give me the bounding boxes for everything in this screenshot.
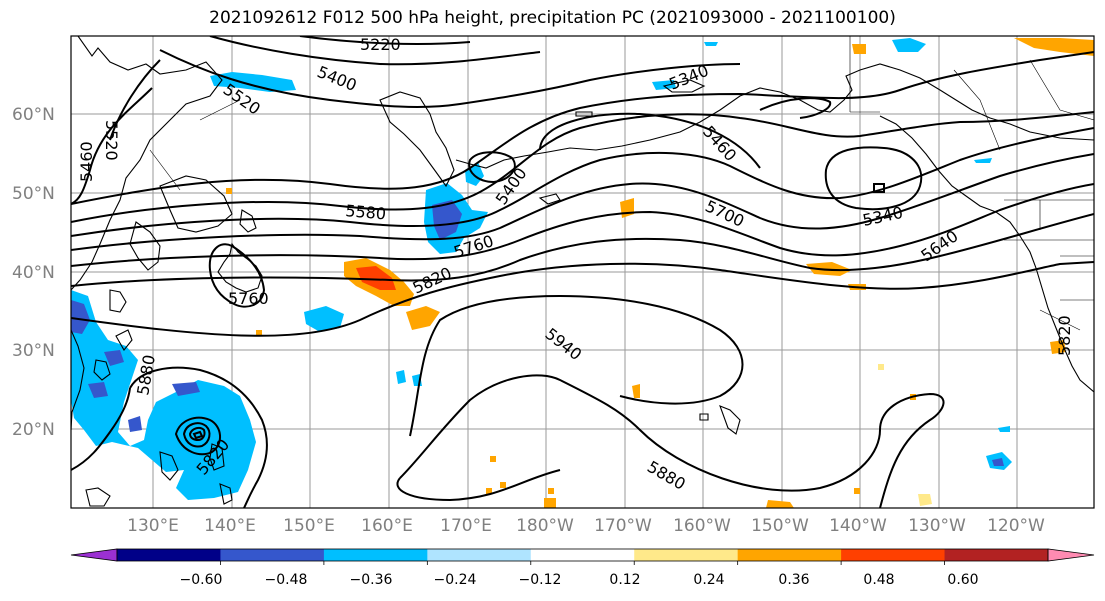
colorbar-segment <box>530 549 635 561</box>
lon-label: 150°E <box>283 516 335 536</box>
precip-region <box>104 350 124 366</box>
colorbar-segment <box>220 549 325 561</box>
coastlines <box>71 36 1094 507</box>
lon-label: 150°W <box>751 516 809 536</box>
colorbar-outline <box>116 548 1049 562</box>
lat-label: 60°N <box>12 105 55 125</box>
colorbar-segments <box>70 548 1095 562</box>
lon-label: 160°W <box>673 516 731 536</box>
precip-region <box>852 44 866 54</box>
precip-region <box>396 370 406 384</box>
lon-label: 130°E <box>127 516 179 536</box>
colorbar-tick-label: 0.36 <box>778 572 809 588</box>
precip-region <box>71 300 90 334</box>
precip-region <box>356 266 396 290</box>
lon-label: 160°E <box>361 516 413 536</box>
colorbar-tick-label: 0.24 <box>693 572 724 588</box>
precip-region <box>128 416 142 432</box>
lon-label: 140°W <box>829 516 887 536</box>
colorbar-segment <box>737 549 842 561</box>
precip-region <box>704 42 718 46</box>
lat-label: 50°N <box>12 184 55 204</box>
colorbar-extend-high <box>1047 548 1095 562</box>
precip-region <box>632 384 640 398</box>
precip-region <box>544 498 556 508</box>
lat-label: 30°N <box>12 341 55 361</box>
precip-negative-shading <box>71 38 1012 500</box>
contour-label: 5520 <box>102 120 121 161</box>
colorbar: −0.60 −0.48 −0.36 −0.24 −0.12 0.12 0.24 … <box>70 548 1095 588</box>
precip-region <box>432 200 462 240</box>
precip-region <box>256 330 262 336</box>
precip-region <box>226 188 232 194</box>
lon-label: 130°W <box>908 516 966 536</box>
colorbar-segment <box>323 549 428 561</box>
latitude-labels: 60°N 50°N 40°N 30°N 20°N <box>12 105 55 440</box>
precip-region <box>406 306 440 330</box>
lon-label: 170°E <box>440 516 492 536</box>
precip-region <box>854 488 860 494</box>
lon-label: 170°W <box>594 516 652 536</box>
precip-region <box>172 382 200 396</box>
colorbar-segment <box>841 549 946 561</box>
longitude-labels: 130°E 140°E 150°E 160°E 170°E 180°W 170°… <box>127 516 1045 536</box>
colorbar-extend-low <box>70 548 118 562</box>
precip-region <box>998 426 1010 432</box>
lat-label: 40°N <box>12 263 55 283</box>
lon-label: 180°W <box>516 516 574 536</box>
colorbar-segment <box>944 549 1049 561</box>
precip-region <box>500 482 506 488</box>
precip-region <box>548 488 554 494</box>
lon-label: 120°W <box>987 516 1045 536</box>
chart-title: 2021092612 F012 500 hPa height, precipit… <box>209 8 896 28</box>
precip-region <box>71 290 256 500</box>
contour-label: 5760 <box>228 289 269 308</box>
precip-region <box>766 500 794 508</box>
colorbar-segment <box>634 549 739 561</box>
precip-region <box>878 364 884 370</box>
colorbar-segment <box>427 549 532 561</box>
height-contours <box>71 36 1094 508</box>
colorbar-tick-label: −0.48 <box>265 572 308 588</box>
precip-region <box>486 488 492 494</box>
precip-region <box>210 72 296 92</box>
contour-label: 5460 <box>77 141 96 182</box>
colorbar-tick-label: 0.48 <box>863 572 894 588</box>
precip-positive-shading <box>226 38 1094 508</box>
contour-label: 5820 <box>1055 315 1074 356</box>
plot-border <box>70 35 1095 509</box>
contour-label: 5220 <box>360 35 401 54</box>
precip-region <box>992 458 1004 466</box>
precip-region <box>918 494 932 506</box>
precip-region <box>88 382 108 398</box>
colorbar-tick-label: −0.60 <box>180 572 223 588</box>
precip-region <box>652 80 676 90</box>
precip-region <box>892 38 926 52</box>
colorbar-tick-label: 0.60 <box>947 572 978 588</box>
colorbar-ticks <box>220 561 945 565</box>
precip-region <box>1014 38 1094 56</box>
contour-label: 5580 <box>345 201 387 223</box>
colorbar-tick-label: −0.24 <box>434 572 477 588</box>
lon-label: 140°E <box>204 516 256 536</box>
political-borders <box>149 36 1094 331</box>
colorbar-tick-labels: −0.60 −0.48 −0.36 −0.24 −0.12 0.12 0.24 … <box>180 572 979 588</box>
colorbar-tick-label: 0.12 <box>609 572 640 588</box>
precip-region <box>304 306 344 332</box>
colorbar-tick-label: −0.12 <box>519 572 562 588</box>
colorbar-tick-label: −0.36 <box>350 572 393 588</box>
colorbar-segment <box>117 549 221 561</box>
precip-region <box>490 456 496 462</box>
lat-label: 20°N <box>12 420 55 440</box>
precip-region <box>974 158 992 163</box>
